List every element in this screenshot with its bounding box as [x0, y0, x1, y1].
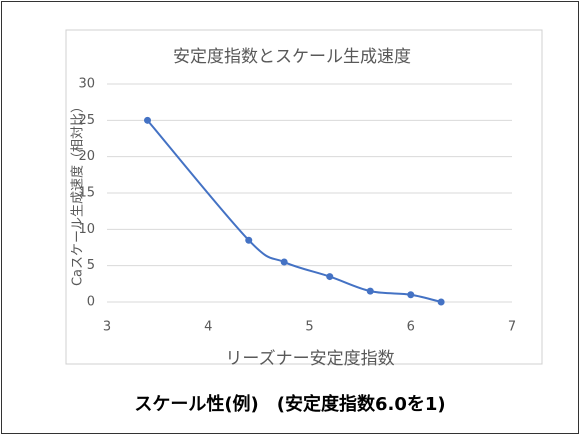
y-tick-label: 25	[78, 113, 95, 128]
point	[407, 291, 415, 299]
x-tick-label: 5	[305, 320, 313, 335]
y-tick-label: 5	[87, 258, 95, 273]
y-tick-label: 10	[78, 222, 95, 237]
y-tick-label: 15	[78, 186, 95, 201]
y-tick-label: 0	[87, 295, 95, 310]
x-tick-label: 4	[204, 320, 212, 335]
point	[326, 273, 334, 281]
caption: スケール性(例) (安定度指数6.0を1)	[134, 393, 445, 415]
chart-frame	[65, 29, 543, 365]
y-tick-label: 30	[78, 77, 95, 92]
y-axis-label: Caスケール生成速度（相対比）	[70, 100, 86, 286]
point	[245, 236, 253, 244]
x-axis-label: リーズナー安定度指数	[225, 349, 394, 369]
point	[280, 258, 288, 266]
chart-title: 安定度指数とスケール生成速度	[173, 47, 411, 67]
x-tick-label: 3	[103, 320, 111, 335]
point	[144, 116, 151, 124]
x-tick-label: 6	[407, 320, 415, 335]
y-tick-label: 20	[78, 149, 95, 164]
point	[366, 287, 374, 295]
point	[437, 298, 445, 306]
x-tick-label: 7	[508, 320, 516, 335]
